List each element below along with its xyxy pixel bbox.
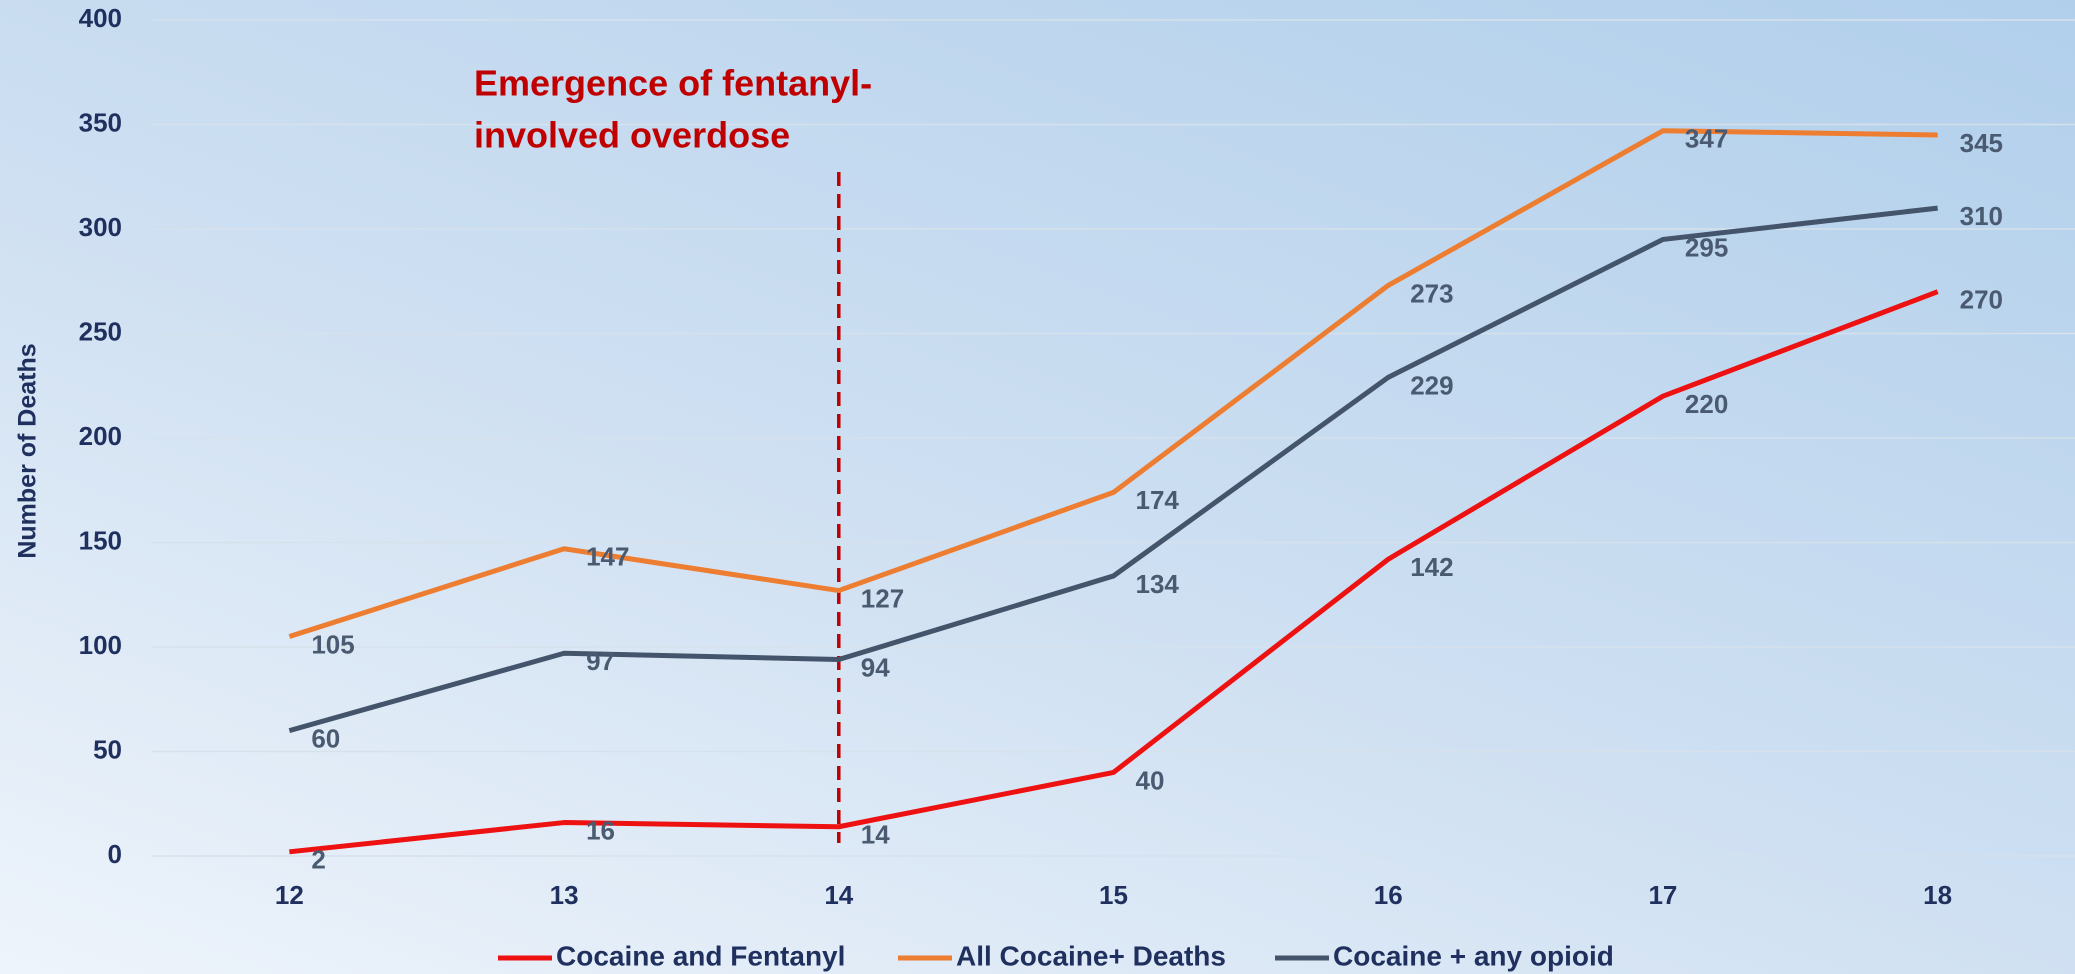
y-tick-label: 200 [79,421,122,451]
data-label: 345 [1960,128,2003,158]
data-label: 16 [586,815,615,845]
y-tick-label: 300 [79,212,122,242]
data-label: 60 [311,723,340,753]
data-label: 2 [311,845,325,875]
data-label: 147 [586,542,629,572]
data-label: 347 [1685,124,1728,154]
x-tick-label: 14 [824,880,853,910]
data-label: 220 [1685,389,1728,419]
series-line [289,289,1939,855]
y-tick-label: 250 [79,316,122,346]
data-label: 142 [1410,552,1453,582]
y-tick-label: 0 [108,839,122,869]
annotation-text: Emergence of fentanyl- [474,63,872,104]
data-label: 40 [1136,765,1165,795]
y-tick-label: 100 [79,630,122,660]
data-label: 134 [1136,569,1180,599]
x-tick-label: 17 [1648,880,1677,910]
legend-label: Cocaine + any opioid [1333,940,1614,971]
x-tick-label: 16 [1374,880,1403,910]
x-tick-label: 15 [1099,880,1128,910]
series-line [288,128,1938,639]
x-tick-label: 12 [275,880,304,910]
data-label: 174 [1136,485,1180,515]
data-label: 295 [1685,232,1728,262]
data-label: 97 [586,646,615,676]
data-label: 270 [1960,285,2003,315]
data-label: 273 [1410,278,1453,308]
series-line [288,205,1938,734]
legend-label: All Cocaine+ Deaths [956,940,1226,971]
legend-label: Cocaine and Fentanyl [556,940,845,971]
data-label: 127 [861,583,904,613]
x-tick-label: 18 [1923,880,1952,910]
data-label: 94 [861,652,890,682]
x-tick-label: 13 [550,880,579,910]
data-label: 14 [861,820,890,850]
y-tick-label: 350 [79,107,122,137]
y-axis-label: Number of Deaths [14,343,42,558]
y-tick-label: 50 [93,734,122,764]
data-label: 229 [1410,370,1453,400]
annotation-text: involved overdose [474,115,790,156]
data-label: 105 [311,629,354,659]
y-tick-label: 150 [79,525,122,555]
y-tick-label: 400 [79,3,122,33]
data-label: 310 [1960,201,2003,231]
